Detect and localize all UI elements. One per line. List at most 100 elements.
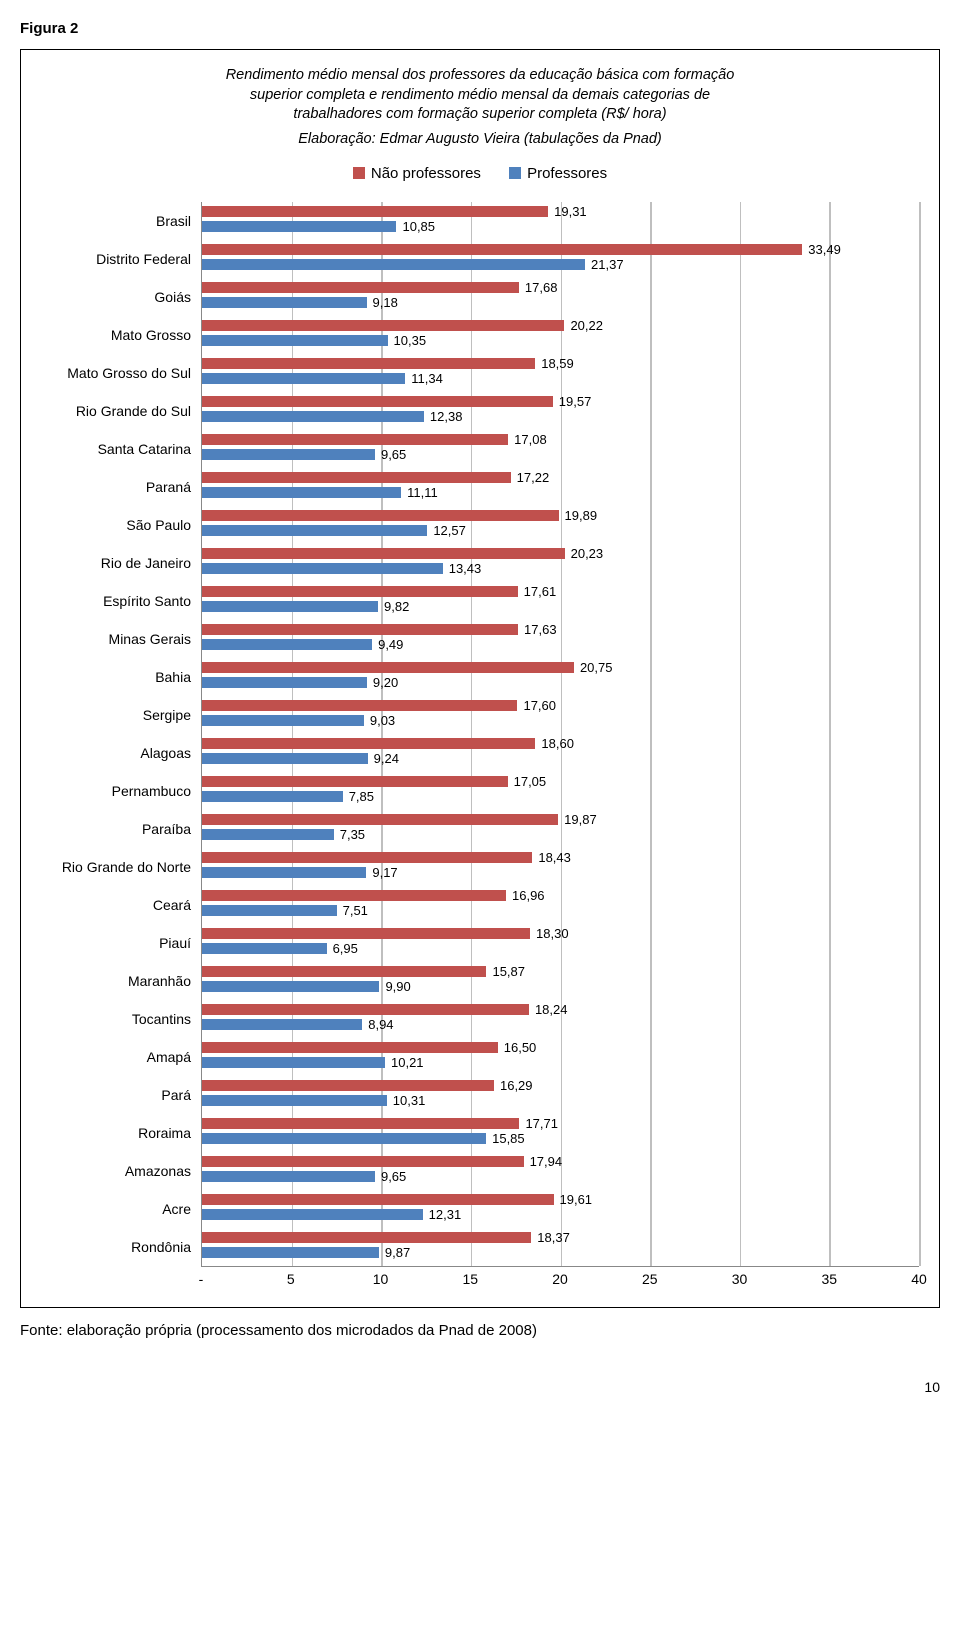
plot-area: 19,3110,8533,4921,3717,689,1820,2210,351… (201, 202, 919, 1267)
bar-nao-professores (202, 1042, 498, 1053)
bar-row: 18,439,17 (202, 848, 919, 886)
x-tick-label: 15 (462, 1271, 478, 1287)
bar-value-label: 7,35 (340, 829, 365, 840)
bar-value-label: 9,87 (385, 1247, 410, 1258)
category-label: Rio Grande do Sul (41, 392, 201, 430)
bar-row: 17,60 9,03 (202, 696, 919, 734)
bar-value-label: 9,49 (378, 639, 403, 650)
bar-professores (202, 221, 396, 232)
bar-nao-professores (202, 624, 518, 635)
bar-professores (202, 373, 405, 384)
bar-row: 18,59 11,34 (202, 354, 919, 392)
bar-nao-professores (202, 434, 508, 445)
legend-label-prof: Professores (527, 165, 607, 182)
bar-value-label: 19,89 (565, 510, 598, 521)
x-tick-label: 20 (552, 1271, 568, 1287)
bar-row: 18,248,94 (202, 1000, 919, 1038)
category-label: Rondônia (41, 1228, 201, 1266)
bar-professores (202, 259, 585, 270)
bar-nao-professores (202, 814, 558, 825)
category-label: Mato Grosso (41, 316, 201, 354)
category-label: Mato Grosso do Sul (41, 354, 201, 392)
category-label: Espírito Santo (41, 582, 201, 620)
gridline (919, 202, 921, 1266)
x-tick-label: 35 (821, 1271, 837, 1287)
bar-value-label: 11,34 (411, 373, 443, 384)
bar-value-label: 20,22 (570, 320, 603, 331)
bar-value-label: 17,63 (524, 624, 557, 635)
bar-row: 19,6112,31 (202, 1190, 919, 1228)
chart-subtitle: Rendimento médio mensal dos professores … (41, 66, 919, 125)
bar-nao-professores (202, 396, 553, 407)
x-tick-label: 40 (911, 1271, 927, 1287)
category-label: Pará (41, 1076, 201, 1114)
bar-value-label: 16,50 (504, 1042, 537, 1053)
bar-nao-professores (202, 206, 548, 217)
bar-value-label: 10,31 (393, 1095, 426, 1106)
bar-row: 15,879,90 (202, 962, 919, 1000)
bar-professores (202, 981, 379, 992)
figure-title: Figura 2 (20, 20, 940, 37)
bar-value-label: 16,29 (500, 1080, 533, 1091)
bar-nao-professores (202, 1194, 554, 1205)
page-number: 10 (20, 1379, 940, 1395)
bar-value-label: 10,35 (394, 335, 427, 346)
bar-value-label: 10,21 (391, 1057, 424, 1068)
subtitle-line: Rendimento médio mensal dos professores … (226, 67, 735, 83)
bar-value-label: 7,51 (343, 905, 368, 916)
bar-row: 17,089,65 (202, 430, 919, 468)
bar-value-label: 18,30 (536, 928, 569, 939)
bar-nao-professores (202, 320, 564, 331)
bar-value-label: 17,60 (523, 700, 556, 711)
bar-value-label: 18,37 (537, 1232, 570, 1243)
bar-value-label: 17,68 (525, 282, 558, 293)
bar-value-label: 9,03 (370, 715, 395, 726)
category-label: Distrito Federal (41, 240, 201, 278)
bar-value-label: 17,61 (524, 586, 557, 597)
bar-row: 16,967,51 (202, 886, 919, 924)
bar-professores (202, 1209, 423, 1220)
bar-value-label: 8,94 (368, 1019, 393, 1030)
bar-nao-professores (202, 1232, 531, 1243)
bar-row: 19,877,35 (202, 810, 919, 848)
bar-nao-professores (202, 890, 506, 901)
category-label: Rio Grande do Norte (41, 848, 201, 886)
legend-item-nao: Não professores (353, 165, 481, 182)
bar-professores (202, 715, 364, 726)
legend-item-prof: Professores (509, 165, 607, 182)
bar-row: 17,2211,11 (202, 468, 919, 506)
bar-row: 17,7115,85 (202, 1114, 919, 1152)
y-axis-labels: BrasilDistrito FederalGoiásMato GrossoMa… (41, 202, 201, 1267)
category-label: Maranhão (41, 962, 201, 1000)
x-tick-label: 25 (642, 1271, 658, 1287)
bar-value-label: 9,18 (373, 297, 398, 308)
bar-value-label: 17,94 (530, 1156, 563, 1167)
chart-legend: Não professores Professores (41, 165, 919, 182)
x-tick-label: 30 (732, 1271, 748, 1287)
bar-professores (202, 791, 343, 802)
bar-value-label: 18,59 (541, 358, 574, 369)
bar-value-label: 20,75 (580, 662, 613, 673)
bar-row: 19,5712,38 (202, 392, 919, 430)
category-label: Minas Gerais (41, 620, 201, 658)
category-label: Alagoas (41, 734, 201, 772)
bar-row: 17,68 9,18 (202, 278, 919, 316)
bar-professores (202, 867, 366, 878)
bar-value-label: 19,31 (554, 206, 587, 217)
x-tick-label: 5 (287, 1271, 295, 1287)
bar-row: 16,50 10,21 (202, 1038, 919, 1076)
source-text: Fonte: elaboração própria (processamento… (20, 1322, 940, 1339)
category-label: Santa Catarina (41, 430, 201, 468)
bar-nao-professores (202, 1118, 519, 1129)
bar-row: 19,8912,57 (202, 506, 919, 544)
category-label: Tocantins (41, 1000, 201, 1038)
bar-nao-professores (202, 776, 508, 787)
category-label: Brasil (41, 202, 201, 240)
bar-row: 20,759,20 (202, 658, 919, 696)
category-label: Pernambuco (41, 772, 201, 810)
x-tick-label: - (199, 1271, 204, 1287)
bar-value-label: 17,71 (525, 1118, 558, 1129)
bar-nao-professores (202, 586, 518, 597)
bar-value-label: 20,23 (571, 548, 604, 559)
bar-value-label: 9,65 (381, 449, 406, 460)
